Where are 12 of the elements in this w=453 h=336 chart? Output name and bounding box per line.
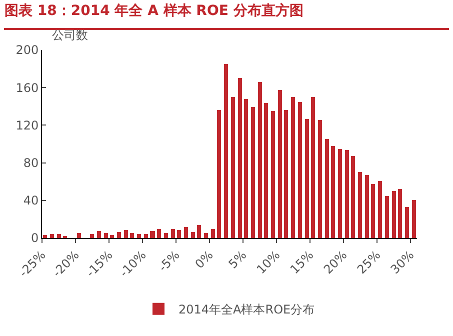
x-tick-label: 0% (192, 248, 216, 272)
y-tick-label: 200 (16, 43, 39, 58)
y-tick-label: 40 (23, 194, 39, 208)
y-tick-label: 160 (16, 80, 39, 95)
chart-title: 图表 18：2014 年全 A 样本 ROE 分布直方图 (4, 2, 304, 19)
y-axis-title: 公司数 (52, 28, 88, 42)
x-tick-label: -5% (156, 248, 182, 274)
legend-label: 2014年全A样本ROE分布 (178, 302, 315, 317)
y-tick-label: 0 (30, 231, 39, 246)
y-tick-label: 120 (16, 118, 39, 132)
y-tick-label: 80 (23, 156, 39, 170)
x-tick-label: 5% (226, 248, 250, 272)
